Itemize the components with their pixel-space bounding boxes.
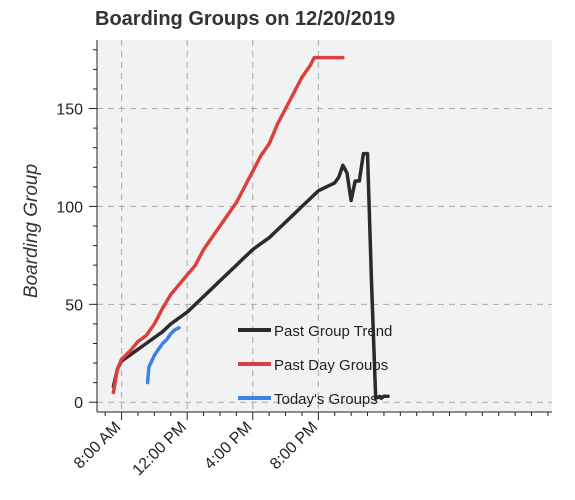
plot-area bbox=[97, 40, 552, 412]
series-line-1 bbox=[111, 151, 390, 401]
legend-label: Today's Groups bbox=[274, 391, 378, 408]
y-tick-label: 150 bbox=[56, 102, 83, 119]
y-tick-label: 50 bbox=[65, 297, 83, 314]
series-line-3 bbox=[145, 326, 181, 385]
axes bbox=[89, 40, 552, 420]
y-tick-label: 0 bbox=[74, 395, 83, 412]
legend: Past Group Trend Past Day Groups Today's G… bbox=[238, 323, 392, 408]
y-axis-label: Boarding Group bbox=[21, 164, 42, 298]
y-tick-label: 100 bbox=[56, 199, 83, 216]
legend-label: Past Day Groups bbox=[274, 357, 388, 374]
grid-lines bbox=[97, 40, 552, 412]
series-lines bbox=[111, 55, 390, 401]
series-line-2 bbox=[111, 55, 345, 395]
legend-label: Past Group Trend bbox=[274, 323, 392, 340]
chart-title: Boarding Groups on 12/20/2019 bbox=[95, 8, 395, 30]
